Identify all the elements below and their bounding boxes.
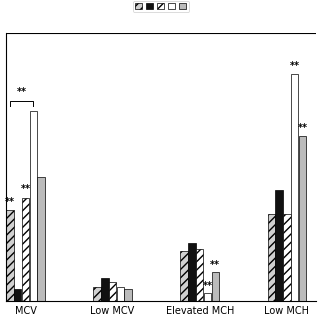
Bar bbox=[204, 293, 211, 301]
Bar bbox=[6, 210, 13, 301]
Bar bbox=[93, 286, 101, 301]
Bar bbox=[22, 198, 29, 301]
Text: **: ** bbox=[5, 197, 15, 207]
Bar bbox=[14, 289, 21, 301]
Text: **: ** bbox=[210, 260, 220, 270]
Bar bbox=[276, 189, 283, 301]
Bar bbox=[196, 249, 204, 301]
Text: **: ** bbox=[290, 61, 300, 71]
Bar bbox=[109, 283, 116, 301]
Bar bbox=[299, 136, 306, 301]
Bar bbox=[291, 74, 298, 301]
Legend: , , , , : , , , , bbox=[132, 1, 189, 12]
Text: **: ** bbox=[20, 185, 30, 195]
Bar bbox=[268, 214, 275, 301]
Bar bbox=[37, 177, 45, 301]
Bar bbox=[212, 272, 219, 301]
Bar bbox=[117, 286, 124, 301]
Text: **: ** bbox=[297, 123, 308, 132]
Bar bbox=[283, 214, 291, 301]
Bar bbox=[29, 111, 37, 301]
Text: **: ** bbox=[17, 87, 27, 97]
Bar bbox=[101, 278, 108, 301]
Text: **: ** bbox=[203, 281, 212, 291]
Bar bbox=[180, 252, 188, 301]
Bar bbox=[188, 243, 196, 301]
Bar bbox=[124, 289, 132, 301]
